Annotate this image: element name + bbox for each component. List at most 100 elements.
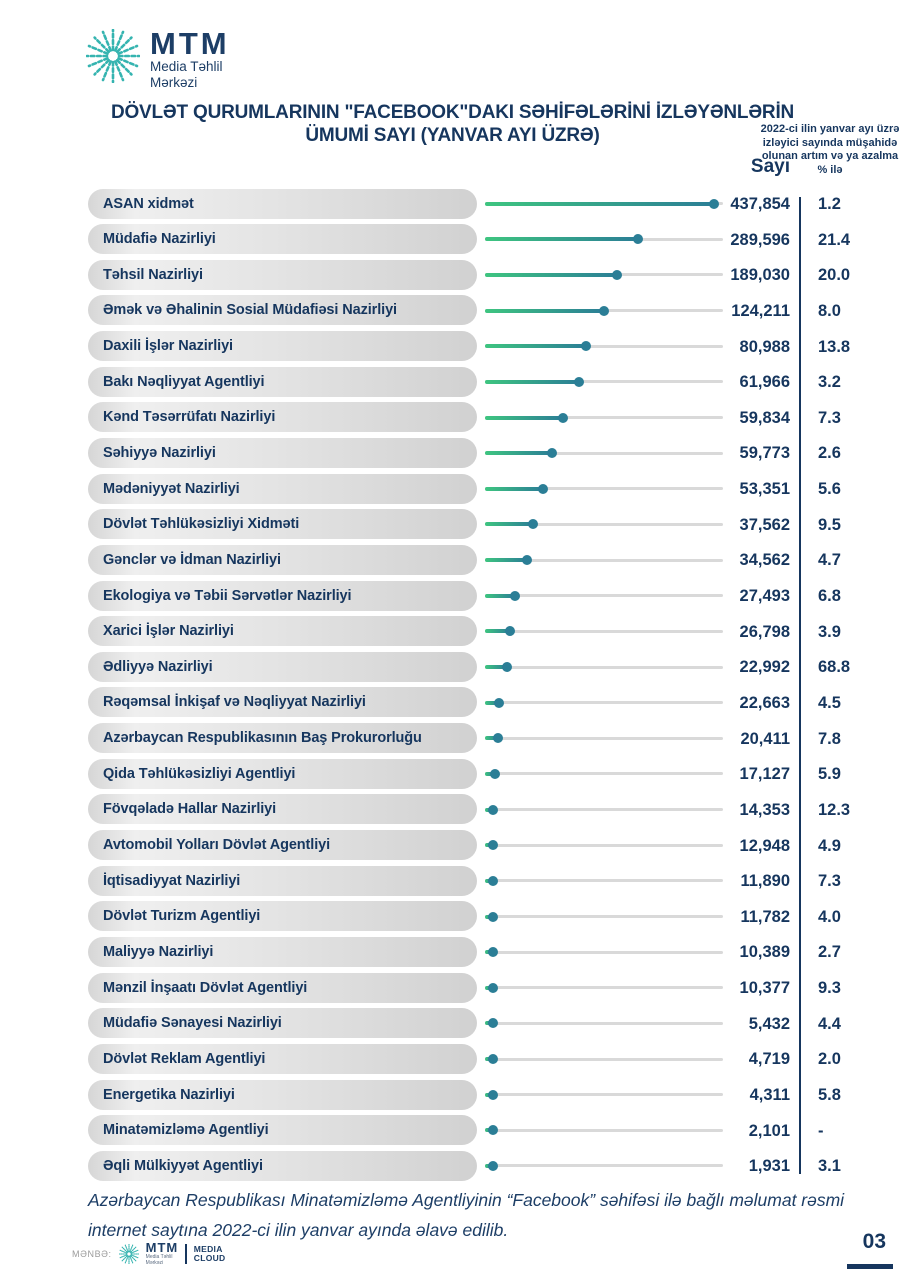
lollipop-track [485,234,723,245]
follower-count: 5,432 [748,1014,790,1033]
lollipop-dot [488,804,498,815]
org-label: Dövlət Turizm Agentliyi [103,908,261,925]
lollipop-line [485,269,622,280]
follower-count: 4,311 [749,1086,790,1105]
growth-pct: 5.6 [818,480,841,499]
org-label: Mədəniyyət Nazirliyi [103,480,240,497]
growth-pct: 4.7 [818,551,841,570]
lollipop-line [485,1054,498,1065]
lollipop-track [485,341,723,352]
follower-count: 4,719 [748,1050,790,1069]
chart-rows: ASAN xidmət 437,854 1.2 Müdafiə Nazirliy… [0,186,905,1184]
lollipop-track [485,590,723,601]
lollipop-line [485,341,591,352]
lollipop-line [485,305,609,316]
lollipop-track [485,840,723,851]
lollipop-track [485,376,723,387]
follower-count: 437,854 [730,195,790,213]
mtm-logo-text: MTM Media Təhlil Mərkəzi [150,26,230,90]
follower-count: 26,798 [739,622,790,641]
lollipop-line [485,768,500,779]
org-label: Bakı Nəqliyyat Agentliyi [103,373,265,390]
mtm-brand: MTM [150,26,230,61]
mtm-sub-line1: Media Təhlil [150,59,223,74]
lollipop-dot [558,412,568,423]
growth-pct: 5.9 [818,765,841,784]
lollipop-line [485,519,538,530]
org-label: Energetika Nazirliyi [103,1086,235,1103]
org-label: Səhiyyə Nazirliyi [103,444,216,461]
lollipop-line [485,448,557,459]
source-mtm-brand: MTM [145,1240,179,1255]
follower-count: 289,596 [730,230,790,249]
source-mtm-sub1: Media Təhlil [145,1254,173,1260]
page-title-line2: ÜMUMİ SAYI (YANVAR AYI ÜZRƏ) [305,125,600,146]
org-label: Təhsil Nazirliyi [103,266,203,283]
org-pill: Rəqəmsal İnkişaf və Nəqliyyat Nazirliyi [88,687,477,718]
lollipop-dot [538,483,548,494]
lollipop-track [485,626,723,637]
follower-count: 80,988 [739,337,790,356]
lollipop-dot [510,590,520,601]
lollipop-track [485,911,723,922]
org-pill: Müdafiə Sənayesi Nazirliyi [88,1008,477,1039]
lollipop-line [485,697,504,708]
chart-row: Maliyyə Nazirliyi 10,389 2.7 [0,934,905,970]
org-pill: Dövlət Turizm Agentliyi [88,901,477,932]
lollipop-dot [488,911,498,922]
follower-count: 61,966 [739,373,790,392]
lollipop-dot [493,733,503,744]
lollipop-line [485,662,512,673]
follower-count: 34,562 [739,551,790,570]
org-pill: Energetika Nazirliyi [88,1079,477,1110]
lollipop-dot [709,198,719,209]
chart-row: Səhiyyə Nazirliyi 59,773 2.6 [0,435,905,471]
lollipop-track [485,412,723,423]
chart-row: Mənzil İnşaatı Dövlət Agentliyi 10,377 9… [0,970,905,1006]
lollipop-line [485,804,498,815]
chart-row: Gənclər və İdman Nazirliyi 34,562 4.7 [0,542,905,578]
growth-pct: 4.5 [818,693,841,712]
follower-count: 37,562 [739,515,790,534]
chart-row: Dövlət Təhlükəsizliyi Xidməti 37,562 9.5 [0,507,905,543]
chart-row: Fövqəladə Hallar Nazirliyi 14,353 12.3 [0,792,905,828]
chart-row: Avtomobil Yolları Dövlət Agentliyi 12,94… [0,828,905,864]
follower-count: 20,411 [740,729,790,748]
org-label: Dövlət Reklam Agentliyi [103,1050,266,1067]
lollipop-line [485,1160,498,1171]
lollipop-track [485,982,723,993]
lollipop-dot [488,1125,498,1136]
lollipop-dot [490,768,500,779]
lollipop-line [485,947,498,958]
org-label: Minatəmizləmə Agentliyi [103,1122,269,1139]
growth-pct: 6.8 [818,587,841,606]
lollipop-track [485,1054,723,1065]
org-label: İqtisadiyyat Nazirliyi [103,872,241,889]
source-strip: MƏNBƏ: MTM Media Təhlil Mərkəzi MEDIA CL… [72,1240,226,1266]
org-label: Gənclər və İdman Nazirliyi [103,551,281,568]
org-pill: Azərbaycan Respublikasının Baş Prokurorl… [88,723,477,754]
lollipop-dot [488,840,498,851]
org-pill: Fövqəladə Hallar Nazirliyi [88,794,477,825]
growth-pct: 4.9 [818,836,841,855]
lollipop-dot [488,1054,498,1065]
chart-row: Dövlət Reklam Agentliyi 4,719 2.0 [0,1041,905,1077]
growth-pct: 9.3 [818,979,841,998]
lollipop-track [485,768,723,779]
lollipop-track [485,305,723,316]
lollipop-track [485,697,723,708]
org-pill: ASAN xidmət [88,188,477,219]
follower-count: 53,351 [739,480,790,499]
chart-row: Rəqəmsal İnkişaf və Nəqliyyat Nazirliyi … [0,685,905,721]
lollipop-track [485,519,723,530]
follower-count: 2,101 [748,1121,790,1140]
org-pill: Mənzil İnşaatı Dövlət Agentliyi [88,972,477,1003]
lollipop-line [485,376,584,387]
lollipop-dot [494,697,504,708]
lollipop-track [485,269,723,280]
lollipop-line [485,626,515,637]
growth-pct: 2.7 [818,943,841,962]
follower-count: 14,353 [739,800,790,819]
follower-count: 17,127 [739,765,790,784]
lollipop-dot [488,947,498,958]
